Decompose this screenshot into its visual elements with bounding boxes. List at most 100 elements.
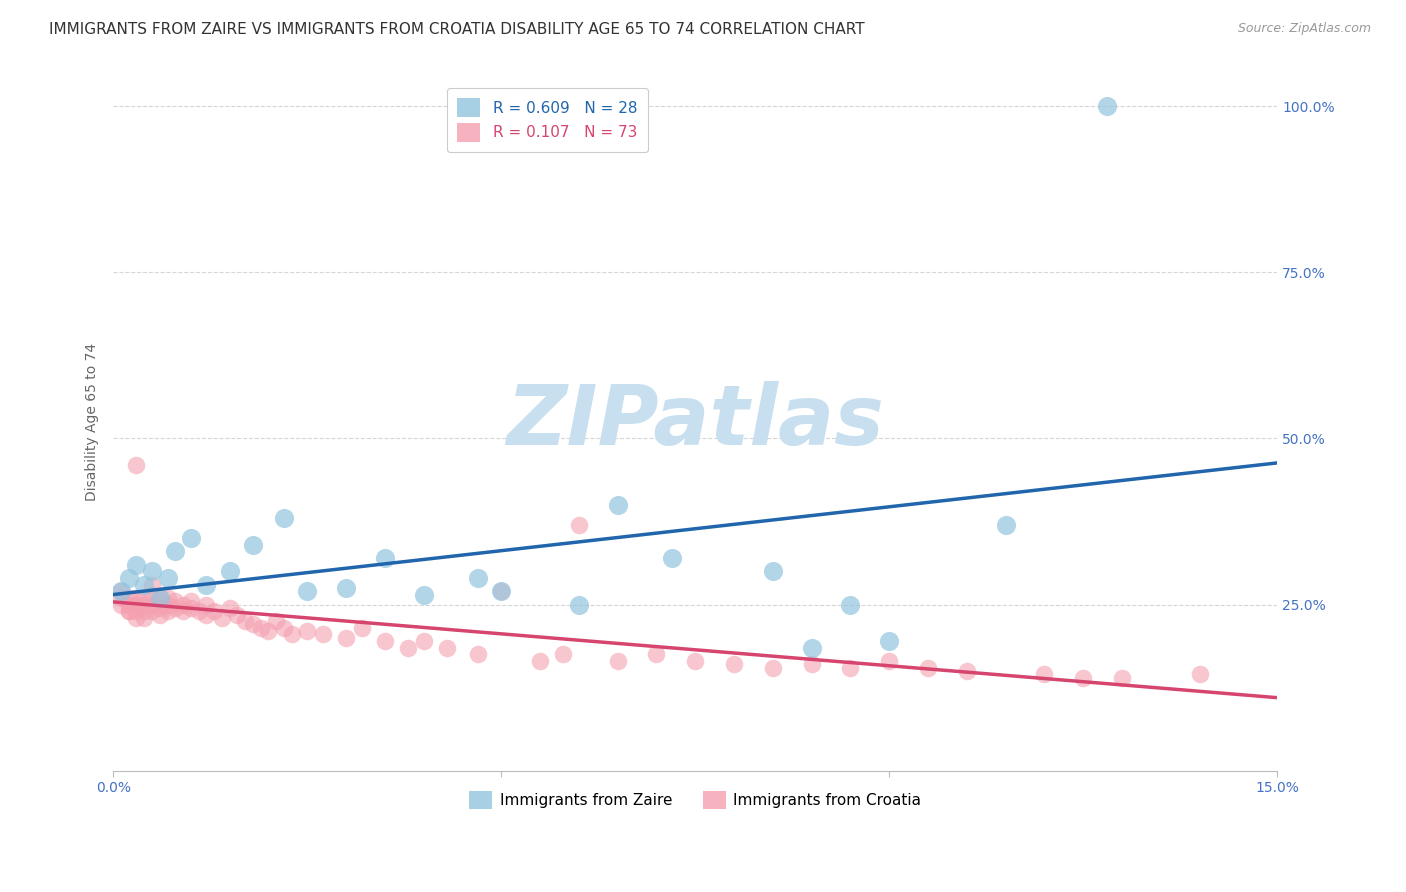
- Point: [134, 598, 156, 612]
- Point: [110, 598, 132, 612]
- Point: [110, 584, 132, 599]
- Point: [180, 531, 202, 545]
- Text: IMMIGRANTS FROM ZAIRE VS IMMIGRANTS FROM CROATIA DISABILITY AGE 65 TO 74 CORRELA: IMMIGRANTS FROM ZAIRE VS IMMIGRANTS FROM…: [49, 22, 865, 37]
- Point: [180, 600, 202, 615]
- Point: [165, 594, 187, 608]
- Point: [1095, 99, 1118, 113]
- Point: [218, 565, 240, 579]
- Point: [762, 661, 785, 675]
- Point: [141, 598, 163, 612]
- Point: [839, 661, 862, 675]
- Point: [645, 648, 668, 662]
- Point: [264, 614, 287, 628]
- Point: [110, 584, 132, 599]
- Point: [553, 648, 575, 662]
- Point: [149, 591, 172, 605]
- Point: [412, 634, 434, 648]
- Point: [165, 544, 187, 558]
- Point: [141, 577, 163, 591]
- Point: [295, 624, 318, 639]
- Point: [489, 584, 512, 599]
- Text: ZIPatlas: ZIPatlas: [506, 382, 884, 462]
- Point: [335, 581, 357, 595]
- Y-axis label: Disability Age 65 to 74: Disability Age 65 to 74: [86, 343, 100, 501]
- Point: [172, 598, 194, 612]
- Point: [218, 600, 240, 615]
- Point: [723, 657, 745, 672]
- Point: [257, 624, 280, 639]
- Point: [529, 654, 551, 668]
- Point: [156, 591, 179, 605]
- Point: [606, 498, 628, 512]
- Point: [195, 607, 218, 622]
- Point: [956, 664, 979, 678]
- Point: [156, 571, 179, 585]
- Point: [800, 640, 823, 655]
- Point: [994, 517, 1017, 532]
- Point: [118, 604, 141, 618]
- Point: [156, 598, 179, 612]
- Point: [839, 598, 862, 612]
- Point: [1071, 671, 1094, 685]
- Point: [134, 577, 156, 591]
- Point: [1188, 667, 1211, 681]
- Point: [396, 640, 419, 655]
- Point: [125, 604, 148, 618]
- Point: [273, 511, 295, 525]
- Point: [149, 591, 172, 605]
- Point: [489, 584, 512, 599]
- Point: [118, 571, 141, 585]
- Point: [195, 577, 218, 591]
- Legend: Immigrants from Zaire, Immigrants from Croatia: Immigrants from Zaire, Immigrants from C…: [463, 784, 928, 815]
- Point: [141, 588, 163, 602]
- Point: [141, 565, 163, 579]
- Point: [125, 458, 148, 472]
- Point: [436, 640, 458, 655]
- Point: [374, 551, 396, 566]
- Point: [118, 598, 141, 612]
- Point: [800, 657, 823, 672]
- Point: [242, 538, 264, 552]
- Point: [467, 648, 489, 662]
- Point: [350, 621, 373, 635]
- Point: [467, 571, 489, 585]
- Text: Source: ZipAtlas.com: Source: ZipAtlas.com: [1237, 22, 1371, 36]
- Point: [134, 611, 156, 625]
- Point: [141, 604, 163, 618]
- Point: [295, 584, 318, 599]
- Point: [149, 600, 172, 615]
- Point: [226, 607, 249, 622]
- Point: [568, 598, 591, 612]
- Point: [211, 611, 233, 625]
- Point: [606, 654, 628, 668]
- Point: [762, 565, 785, 579]
- Point: [683, 654, 706, 668]
- Point: [149, 607, 172, 622]
- Point: [125, 558, 148, 572]
- Point: [242, 617, 264, 632]
- Point: [195, 598, 218, 612]
- Point: [568, 517, 591, 532]
- Point: [118, 604, 141, 618]
- Point: [156, 604, 179, 618]
- Point: [1111, 671, 1133, 685]
- Point: [180, 594, 202, 608]
- Point: [187, 604, 209, 618]
- Point: [125, 611, 148, 625]
- Point: [374, 634, 396, 648]
- Point: [312, 627, 335, 641]
- Point: [118, 591, 141, 605]
- Point: [877, 634, 900, 648]
- Point: [202, 604, 225, 618]
- Point: [877, 654, 900, 668]
- Point: [335, 631, 357, 645]
- Point: [134, 591, 156, 605]
- Point: [134, 604, 156, 618]
- Point: [165, 600, 187, 615]
- Point: [110, 591, 132, 605]
- Point: [172, 604, 194, 618]
- Point: [233, 614, 256, 628]
- Point: [125, 598, 148, 612]
- Point: [661, 551, 683, 566]
- Point: [125, 591, 148, 605]
